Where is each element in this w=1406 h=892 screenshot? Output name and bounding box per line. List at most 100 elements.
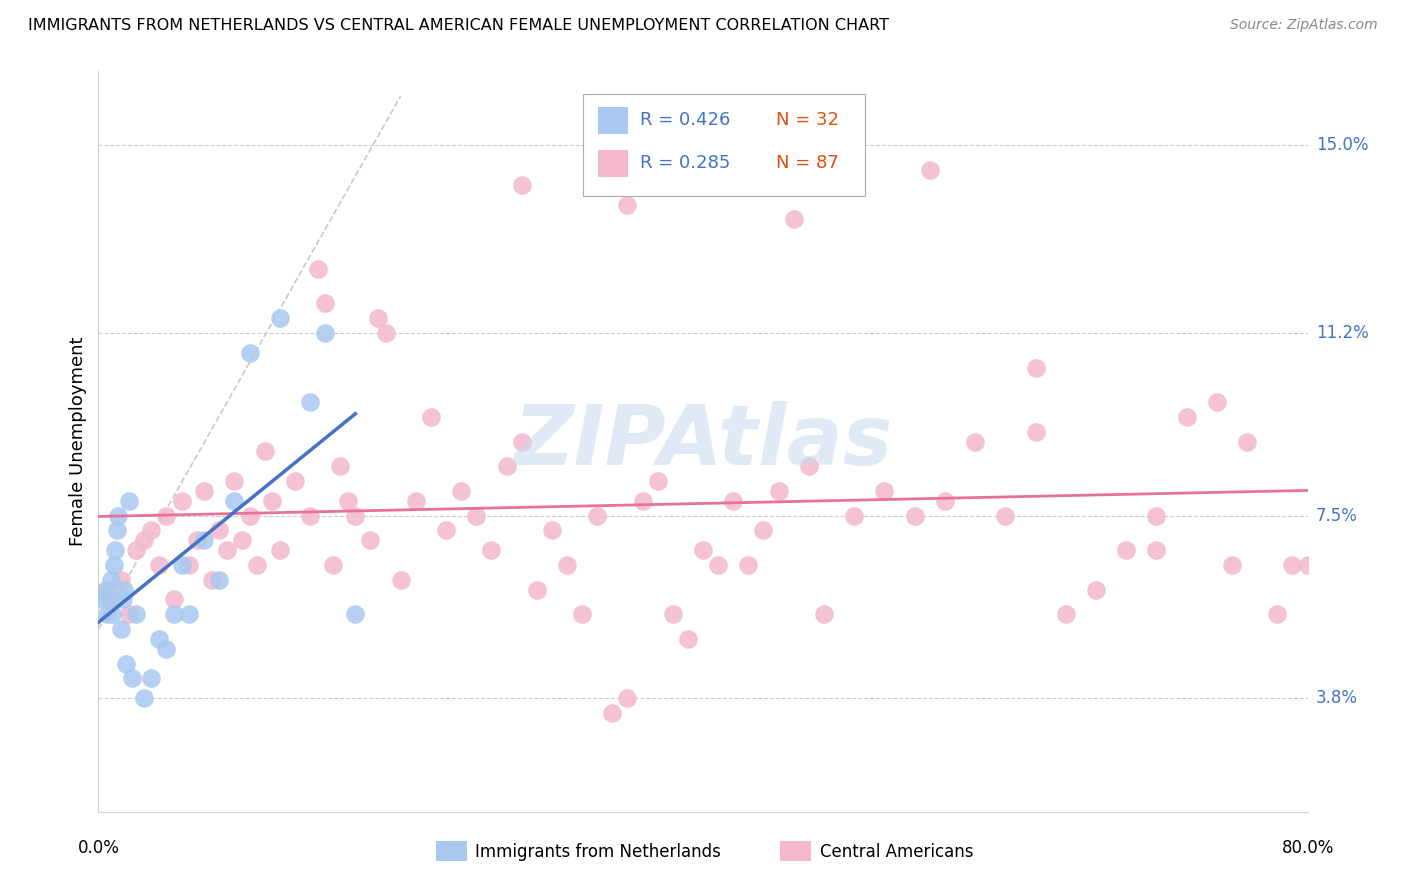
- Point: [299, 395, 322, 409]
- Point: [103, 592, 125, 607]
- Point: [170, 493, 193, 508]
- Point: [1175, 409, 1198, 424]
- Point: [262, 493, 284, 508]
- Point: [103, 558, 125, 572]
- Point: [768, 483, 790, 498]
- Point: [269, 543, 291, 558]
- Point: [155, 641, 177, 656]
- Point: [434, 524, 457, 538]
- Point: [186, 533, 208, 548]
- Point: [329, 459, 352, 474]
- Point: [616, 197, 638, 211]
- Point: [314, 326, 336, 340]
- Point: [132, 533, 155, 548]
- Point: [239, 508, 262, 523]
- Point: [193, 533, 215, 548]
- Point: [586, 508, 609, 523]
- Point: [101, 607, 124, 622]
- Point: [676, 632, 699, 646]
- Point: [163, 592, 186, 607]
- Point: [96, 607, 118, 622]
- Point: [163, 607, 186, 622]
- Point: [141, 524, 163, 538]
- Point: [1296, 558, 1319, 572]
- Point: [110, 622, 132, 636]
- Point: [284, 474, 307, 488]
- Text: 7.5%: 7.5%: [1316, 507, 1358, 524]
- Point: [1054, 607, 1077, 622]
- Point: [1115, 543, 1137, 558]
- Point: [405, 493, 427, 508]
- Point: [752, 524, 775, 538]
- Point: [179, 558, 201, 572]
- Point: [269, 311, 291, 326]
- Point: [707, 558, 730, 572]
- Point: [1085, 582, 1108, 597]
- Point: [526, 582, 548, 597]
- Point: [336, 493, 359, 508]
- Point: [510, 434, 533, 449]
- Text: 11.2%: 11.2%: [1316, 324, 1368, 342]
- Point: [110, 573, 132, 587]
- Point: [360, 533, 382, 548]
- Point: [540, 524, 562, 538]
- Text: N = 32: N = 32: [776, 112, 839, 129]
- Point: [208, 524, 231, 538]
- Point: [98, 592, 121, 607]
- Point: [125, 543, 148, 558]
- Point: [170, 558, 193, 572]
- Text: Immigrants from Netherlands: Immigrants from Netherlands: [475, 843, 721, 861]
- Point: [208, 573, 231, 587]
- Point: [1267, 607, 1289, 622]
- Point: [844, 508, 866, 523]
- Text: R = 0.426: R = 0.426: [640, 112, 730, 129]
- Point: [873, 483, 896, 498]
- Point: [616, 691, 638, 706]
- Point: [555, 558, 578, 572]
- Point: [125, 607, 148, 622]
- Point: [1220, 558, 1243, 572]
- Point: [737, 558, 759, 572]
- Point: [510, 178, 533, 192]
- Point: [1146, 508, 1168, 523]
- Text: N = 87: N = 87: [776, 154, 839, 172]
- Point: [374, 326, 396, 340]
- Point: [141, 672, 163, 686]
- Text: 0.0%: 0.0%: [77, 839, 120, 857]
- Point: [111, 592, 134, 607]
- Point: [215, 543, 238, 558]
- Point: [246, 558, 269, 572]
- Point: [224, 474, 246, 488]
- Text: IMMIGRANTS FROM NETHERLANDS VS CENTRAL AMERICAN FEMALE UNEMPLOYMENT CORRELATION : IMMIGRANTS FROM NETHERLANDS VS CENTRAL A…: [28, 18, 889, 33]
- Point: [934, 493, 956, 508]
- Point: [231, 533, 253, 548]
- Point: [307, 261, 329, 276]
- Point: [1206, 395, 1229, 409]
- Text: ZIPAtlas: ZIPAtlas: [513, 401, 893, 482]
- Text: Central Americans: Central Americans: [820, 843, 973, 861]
- Point: [105, 524, 128, 538]
- Y-axis label: Female Unemployment: Female Unemployment: [69, 337, 87, 546]
- Point: [201, 573, 224, 587]
- Point: [420, 409, 443, 424]
- Point: [155, 508, 177, 523]
- Point: [1024, 360, 1046, 375]
- Point: [450, 483, 472, 498]
- Point: [118, 607, 141, 622]
- Point: [104, 543, 127, 558]
- Point: [148, 632, 170, 646]
- Point: [1236, 434, 1258, 449]
- Point: [965, 434, 987, 449]
- Point: [571, 607, 593, 622]
- Point: [224, 493, 246, 508]
- Point: [495, 459, 517, 474]
- Point: [389, 573, 412, 587]
- Point: [367, 311, 389, 326]
- Point: [661, 607, 683, 622]
- Point: [783, 212, 806, 227]
- Point: [179, 607, 201, 622]
- Text: Source: ZipAtlas.com: Source: ZipAtlas.com: [1230, 18, 1378, 32]
- Point: [114, 657, 136, 671]
- Text: 3.8%: 3.8%: [1316, 690, 1358, 707]
- Point: [692, 543, 714, 558]
